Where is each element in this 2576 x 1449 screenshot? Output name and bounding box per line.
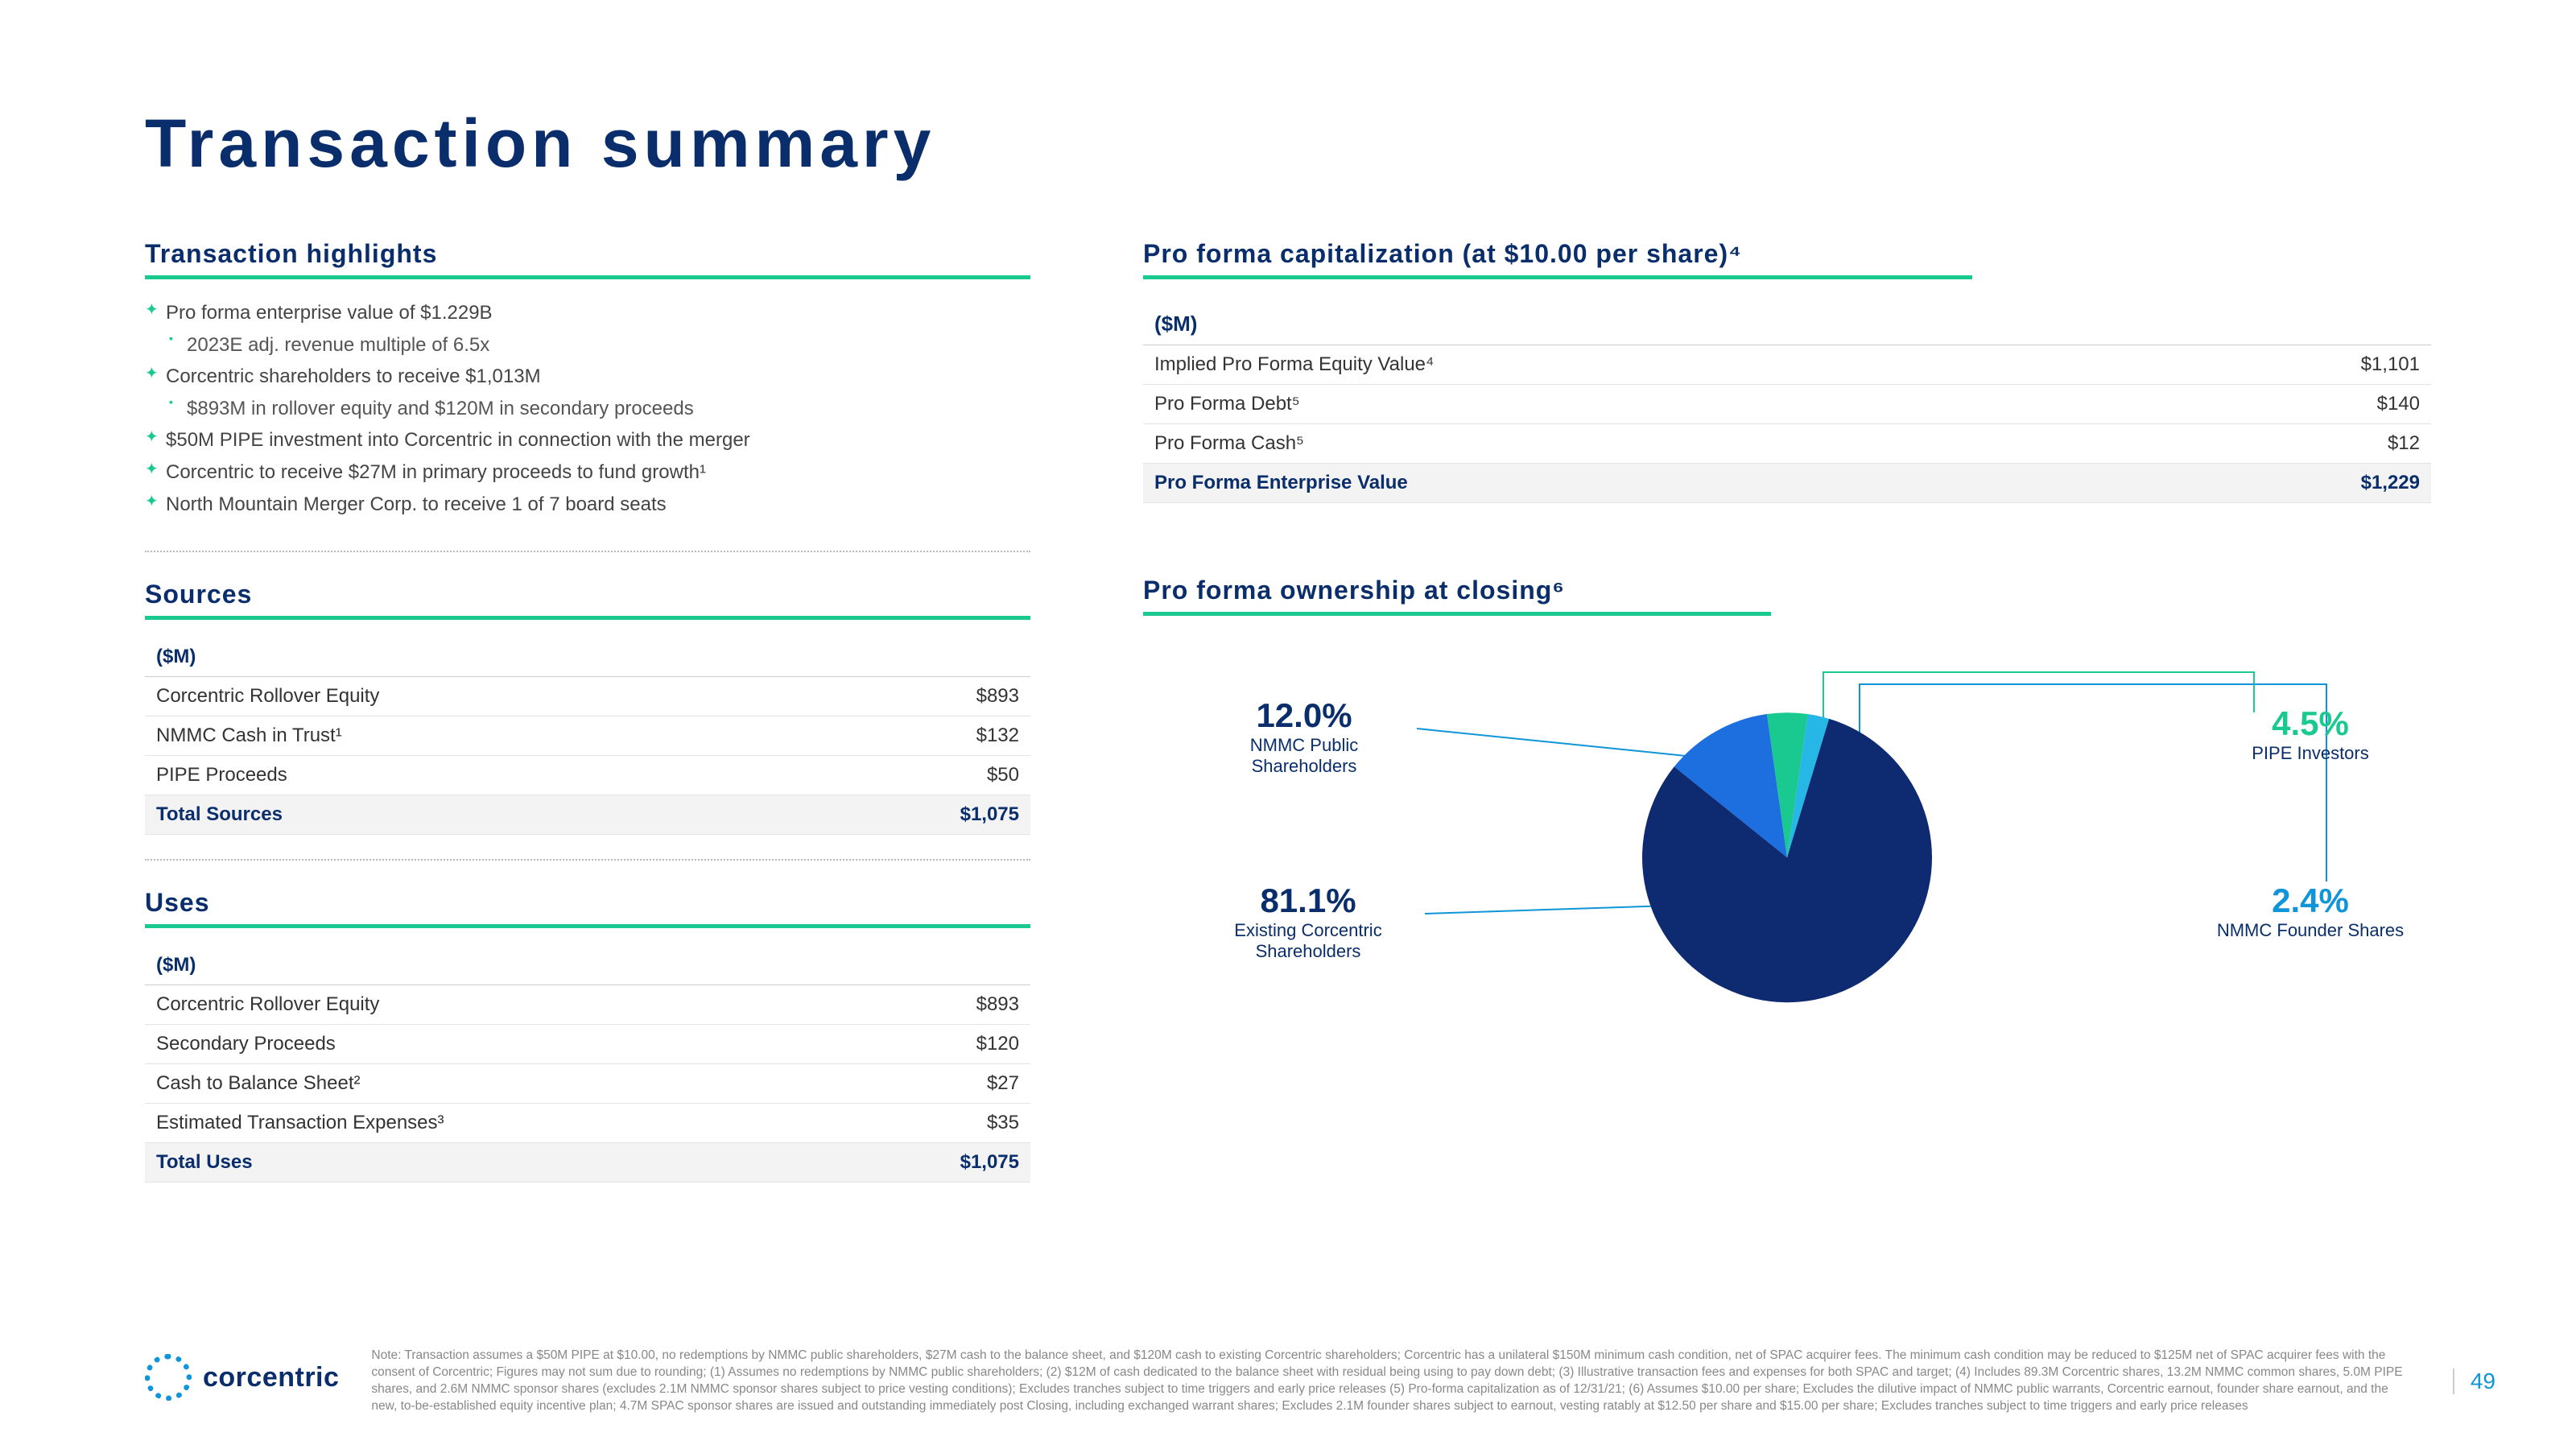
divider bbox=[145, 551, 1030, 552]
row-value: $50 bbox=[810, 756, 1030, 795]
cap-section: Pro forma capitalization (at $10.00 per … bbox=[1143, 239, 2431, 503]
row-label: Implied Pro Forma Equity Value⁴ bbox=[1143, 345, 2157, 385]
uses-title: Uses bbox=[145, 888, 1030, 918]
row-value: $893 bbox=[810, 677, 1030, 716]
pie-label-founder: 2.4% NMMC Founder Shares bbox=[2182, 881, 2439, 941]
pie-chart bbox=[1634, 704, 1940, 1010]
ownership-section: Pro forma ownership at closing⁶ 12.0% NM… bbox=[1143, 576, 2431, 1067]
pie-txt: NMMC PublicShareholders bbox=[1199, 735, 1409, 777]
total-row: Total Sources$1,075 bbox=[145, 795, 1030, 835]
highlights-section: Transaction highlights Pro forma enterpr… bbox=[145, 239, 1030, 520]
section-rule bbox=[145, 275, 1030, 279]
sources-section: Sources ($M) Corcentric Rollover Equity$… bbox=[145, 580, 1030, 835]
page-title: Transaction summary bbox=[145, 105, 2431, 183]
highlight-item: $893M in rollover equity and $120M in se… bbox=[145, 393, 1030, 425]
pie-pct: 12.0% bbox=[1199, 696, 1409, 735]
row-value: $140 bbox=[2157, 385, 2431, 424]
cap-title: Pro forma capitalization (at $10.00 per … bbox=[1143, 239, 2431, 269]
table-row: Secondary Proceeds$120 bbox=[145, 1025, 1030, 1064]
section-rule bbox=[145, 924, 1030, 928]
highlight-item: Corcentric to receive $27M in primary pr… bbox=[145, 456, 1030, 489]
pie-pct: 81.1% bbox=[1191, 881, 1425, 920]
row-label: NMMC Cash in Trust¹ bbox=[145, 716, 810, 756]
row-label: Corcentric Rollover Equity bbox=[145, 677, 810, 716]
logo-icon bbox=[145, 1354, 192, 1401]
cap-table: ($M) Implied Pro Forma Equity Value⁴$1,1… bbox=[1143, 303, 2431, 503]
brand-name: corcentric bbox=[203, 1362, 339, 1393]
pie-pct: 2.4% bbox=[2182, 881, 2439, 920]
uses-table: ($M) Corcentric Rollover Equity$893Secon… bbox=[145, 946, 1030, 1183]
sources-title: Sources bbox=[145, 580, 1030, 609]
row-label: Pro Forma Debt⁵ bbox=[1143, 385, 2157, 424]
row-value: $1,075 bbox=[810, 795, 1030, 835]
section-rule bbox=[1143, 275, 1972, 279]
pie-pct: 4.5% bbox=[2206, 704, 2415, 743]
row-label: Pro Forma Enterprise Value bbox=[1143, 464, 2157, 503]
unit-header: ($M) bbox=[145, 638, 810, 677]
row-value: $1,101 bbox=[2157, 345, 2431, 385]
leader-line bbox=[1425, 906, 1654, 914]
highlight-item: Corcentric shareholders to receive $1,01… bbox=[145, 361, 1030, 393]
row-value: $893 bbox=[846, 985, 1030, 1025]
unit-header: ($M) bbox=[145, 946, 846, 985]
pie-label-existing: 81.1% Existing CorcentricShareholders bbox=[1191, 881, 1425, 962]
row-value: $35 bbox=[846, 1104, 1030, 1143]
table-row: PIPE Proceeds$50 bbox=[145, 756, 1030, 795]
uses-section: Uses ($M) Corcentric Rollover Equity$893… bbox=[145, 888, 1030, 1183]
pie-txt: Existing CorcentricShareholders bbox=[1191, 920, 1425, 962]
unit-header: ($M) bbox=[1143, 303, 2157, 345]
pie-txt: PIPE Investors bbox=[2206, 743, 2415, 764]
table-row: Pro Forma Debt⁵$140 bbox=[1143, 385, 2431, 424]
row-label: Corcentric Rollover Equity bbox=[145, 985, 846, 1025]
footnote-text: Note: Transaction assumes a $50M PIPE at… bbox=[371, 1348, 2410, 1415]
row-value: $1,075 bbox=[846, 1143, 1030, 1183]
row-value: $27 bbox=[846, 1064, 1030, 1104]
sources-table: ($M) Corcentric Rollover Equity$893NMMC … bbox=[145, 638, 1030, 835]
section-rule bbox=[145, 616, 1030, 620]
row-value: $12 bbox=[2157, 424, 2431, 464]
highlights-list: Pro forma enterprise value of $1.229B202… bbox=[145, 297, 1030, 520]
brand-logo: corcentric bbox=[145, 1354, 339, 1401]
row-label: Secondary Proceeds bbox=[145, 1025, 846, 1064]
row-label: Pro Forma Cash⁵ bbox=[1143, 424, 2157, 464]
section-rule bbox=[1143, 612, 1771, 616]
table-row: Cash to Balance Sheet²$27 bbox=[145, 1064, 1030, 1104]
row-label: Total Sources bbox=[145, 795, 810, 835]
table-row: Corcentric Rollover Equity$893 bbox=[145, 985, 1030, 1025]
divider bbox=[145, 859, 1030, 861]
highlights-title: Transaction highlights bbox=[145, 239, 1030, 269]
highlight-item: 2023E adj. revenue multiple of 6.5x bbox=[145, 329, 1030, 361]
row-value: $1,229 bbox=[2157, 464, 2431, 503]
page-number: 49 bbox=[2453, 1368, 2496, 1394]
table-row: Pro Forma Cash⁵$12 bbox=[1143, 424, 2431, 464]
table-row: Corcentric Rollover Equity$893 bbox=[145, 677, 1030, 716]
table-row: NMMC Cash in Trust¹$132 bbox=[145, 716, 1030, 756]
pie-label-pipe: 4.5% PIPE Investors bbox=[2206, 704, 2415, 764]
ownership-chart: 12.0% NMMC PublicShareholders 81.1% Exis… bbox=[1143, 640, 2431, 1067]
table-row: Estimated Transaction Expenses³$35 bbox=[145, 1104, 1030, 1143]
row-label: Cash to Balance Sheet² bbox=[145, 1064, 846, 1104]
row-value: $132 bbox=[810, 716, 1030, 756]
pie-txt: NMMC Founder Shares bbox=[2182, 920, 2439, 941]
row-label: PIPE Proceeds bbox=[145, 756, 810, 795]
ownership-title: Pro forma ownership at closing⁶ bbox=[1143, 576, 2431, 605]
highlight-item: Pro forma enterprise value of $1.229B bbox=[145, 297, 1030, 329]
highlight-item: $50M PIPE investment into Corcentric in … bbox=[145, 424, 1030, 456]
total-row: Pro Forma Enterprise Value$1,229 bbox=[1143, 464, 2431, 503]
highlight-item: North Mountain Merger Corp. to receive 1… bbox=[145, 489, 1030, 521]
total-row: Total Uses$1,075 bbox=[145, 1143, 1030, 1183]
row-label: Estimated Transaction Expenses³ bbox=[145, 1104, 846, 1143]
row-value: $120 bbox=[846, 1025, 1030, 1064]
row-label: Total Uses bbox=[145, 1143, 846, 1183]
table-row: Implied Pro Forma Equity Value⁴$1,101 bbox=[1143, 345, 2431, 385]
pie-label-nmmc-public: 12.0% NMMC PublicShareholders bbox=[1199, 696, 1409, 777]
